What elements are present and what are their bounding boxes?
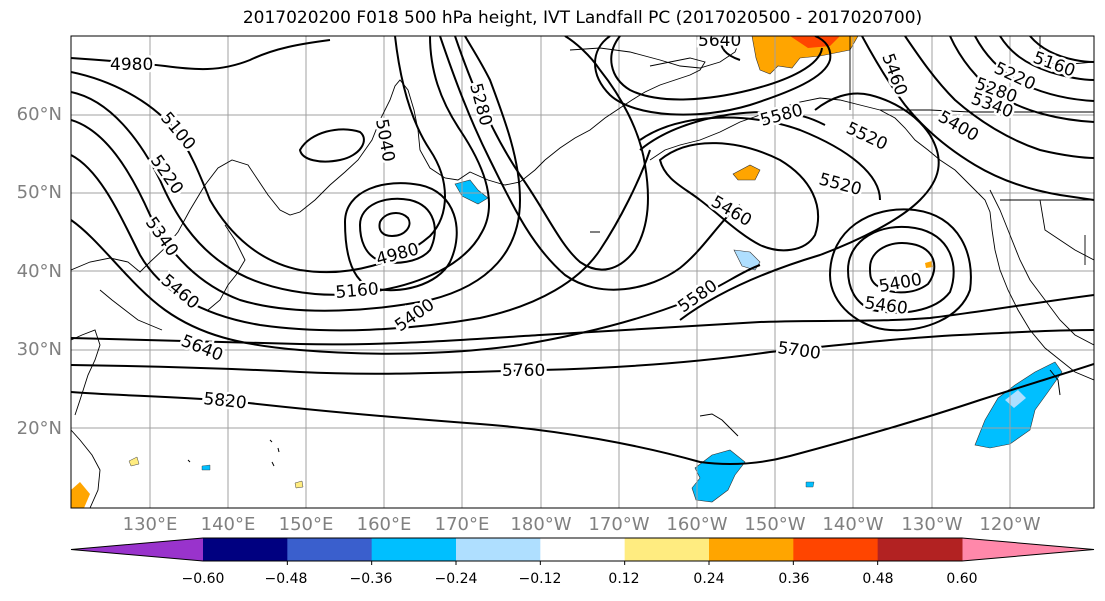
colorbar-tick-label: 0.36	[778, 571, 810, 587]
contour-5340-east	[949, 36, 1094, 123]
contour-5580-north	[719, 36, 741, 61]
lon-label-160w: 160°W	[666, 514, 728, 535]
colorbar-segment	[540, 538, 626, 561]
lon-label-160e: 160°E	[356, 514, 412, 535]
contour-5340	[71, 36, 522, 312]
contour-low-center-inner	[378, 212, 411, 238]
contour-5220	[71, 36, 491, 296]
lon-label-130w: 130°W	[901, 514, 963, 535]
colorbar-extend-high	[962, 538, 1094, 561]
colorbar-tick-label: 0.12	[608, 571, 640, 587]
positive-anomaly-patch-gulf	[732, 164, 761, 181]
contour-5700	[71, 294, 1094, 346]
lon-label-180w: 180°W	[510, 514, 572, 535]
contour-5160-east	[1029, 36, 1094, 63]
contour-4980-north	[71, 39, 331, 71]
colorbar-tick-label: −0.60	[181, 571, 225, 587]
colorbar-tick-label: −0.36	[349, 571, 393, 587]
contour-5460-east-ridge	[861, 36, 1094, 201]
negative-anomaly-dot-1	[201, 464, 211, 471]
colorbar-tick-label: −0.48	[264, 571, 308, 587]
contour-label-5640-north: 5640	[698, 31, 741, 51]
contour-5160	[344, 182, 458, 292]
contour-label-5160: 5160	[335, 279, 380, 303]
colorbar	[70, 537, 1095, 565]
lon-label-170e: 170°E	[434, 514, 490, 535]
lon-label-150e: 150°E	[278, 514, 334, 535]
ivt-shading	[71, 36, 1063, 508]
positive-anomaly-dot-2	[294, 480, 304, 489]
colorbar-tick-label: 0.60	[946, 571, 978, 587]
contour-5580-west	[639, 110, 826, 151]
contour-5580-east	[679, 92, 940, 321]
lat-label-50n: 50°N	[16, 182, 62, 203]
colorbar-segment	[203, 538, 288, 561]
lat-label-40n: 40°N	[16, 261, 62, 282]
contour-5280-trough	[454, 36, 649, 271]
contour-5520-north	[610, 36, 823, 101]
negative-anomaly-dot-2	[805, 481, 815, 488]
colorbar-tick-label: 0.24	[693, 571, 725, 587]
contour-low-center-outer	[358, 197, 436, 264]
contour-5820	[71, 363, 1094, 465]
lon-label-150w: 150°W	[744, 514, 806, 535]
positive-anomaly-dot-3	[925, 261, 933, 268]
positive-anomaly-dot-1	[128, 456, 140, 467]
contour-high-north	[594, 36, 832, 116]
islands	[187, 231, 1061, 467]
contour-5520-east	[829, 208, 972, 332]
colorbar-segment	[793, 538, 879, 561]
lon-label-170w: 170°W	[588, 514, 650, 535]
colorbar-outline	[70, 537, 1095, 562]
colorbar-segment	[456, 538, 541, 561]
lon-label-140e: 140°E	[200, 514, 256, 535]
contour-5460-low-east	[846, 225, 955, 314]
colorbar-segment	[709, 538, 794, 561]
contour-5280-east	[974, 36, 1094, 102]
lat-label-60n: 60°N	[16, 104, 62, 125]
contour-5520-mid	[639, 116, 881, 201]
contour-low-small-north	[298, 128, 365, 163]
lon-label-120w: 120°W	[979, 514, 1041, 535]
colorbar-extend-low	[71, 538, 203, 561]
contour-5220-east	[999, 36, 1094, 81]
contour-label-4980-nw: 4980	[110, 55, 153, 75]
contour-5400-east	[904, 36, 1094, 159]
colorbar-tick-label: 0.48	[862, 571, 894, 587]
colorbar-segment	[877, 538, 963, 561]
lon-label-130e: 130°E	[122, 514, 178, 535]
map-frame	[70, 35, 1095, 509]
contour-5760	[71, 329, 1094, 375]
lon-label-140w: 140°W	[822, 514, 884, 535]
contour-5400-west	[439, 36, 741, 291]
colorbar-tick-label: −0.12	[518, 571, 562, 587]
lat-label-30n: 30°N	[16, 339, 62, 360]
map-title: 2017020200 F018 500 hPa height, IVT Land…	[242, 8, 923, 28]
colorbar-tick-label: −0.24	[434, 571, 478, 587]
height-contours	[71, 36, 1094, 465]
contour-5640	[71, 219, 761, 355]
colorbar-segment	[371, 538, 457, 561]
contour-5460	[71, 149, 651, 332]
colorbar-segment	[624, 538, 710, 561]
lat-label-20n: 20°N	[16, 418, 62, 439]
positive-anomaly-patch-west	[71, 482, 90, 508]
contour-label-5760: 5760	[502, 361, 545, 381]
contour-5460-mid	[658, 142, 820, 252]
contour-5100-north	[71, 36, 446, 274]
colorbar-segment	[287, 538, 373, 561]
contour-5400-low-east	[868, 242, 936, 294]
